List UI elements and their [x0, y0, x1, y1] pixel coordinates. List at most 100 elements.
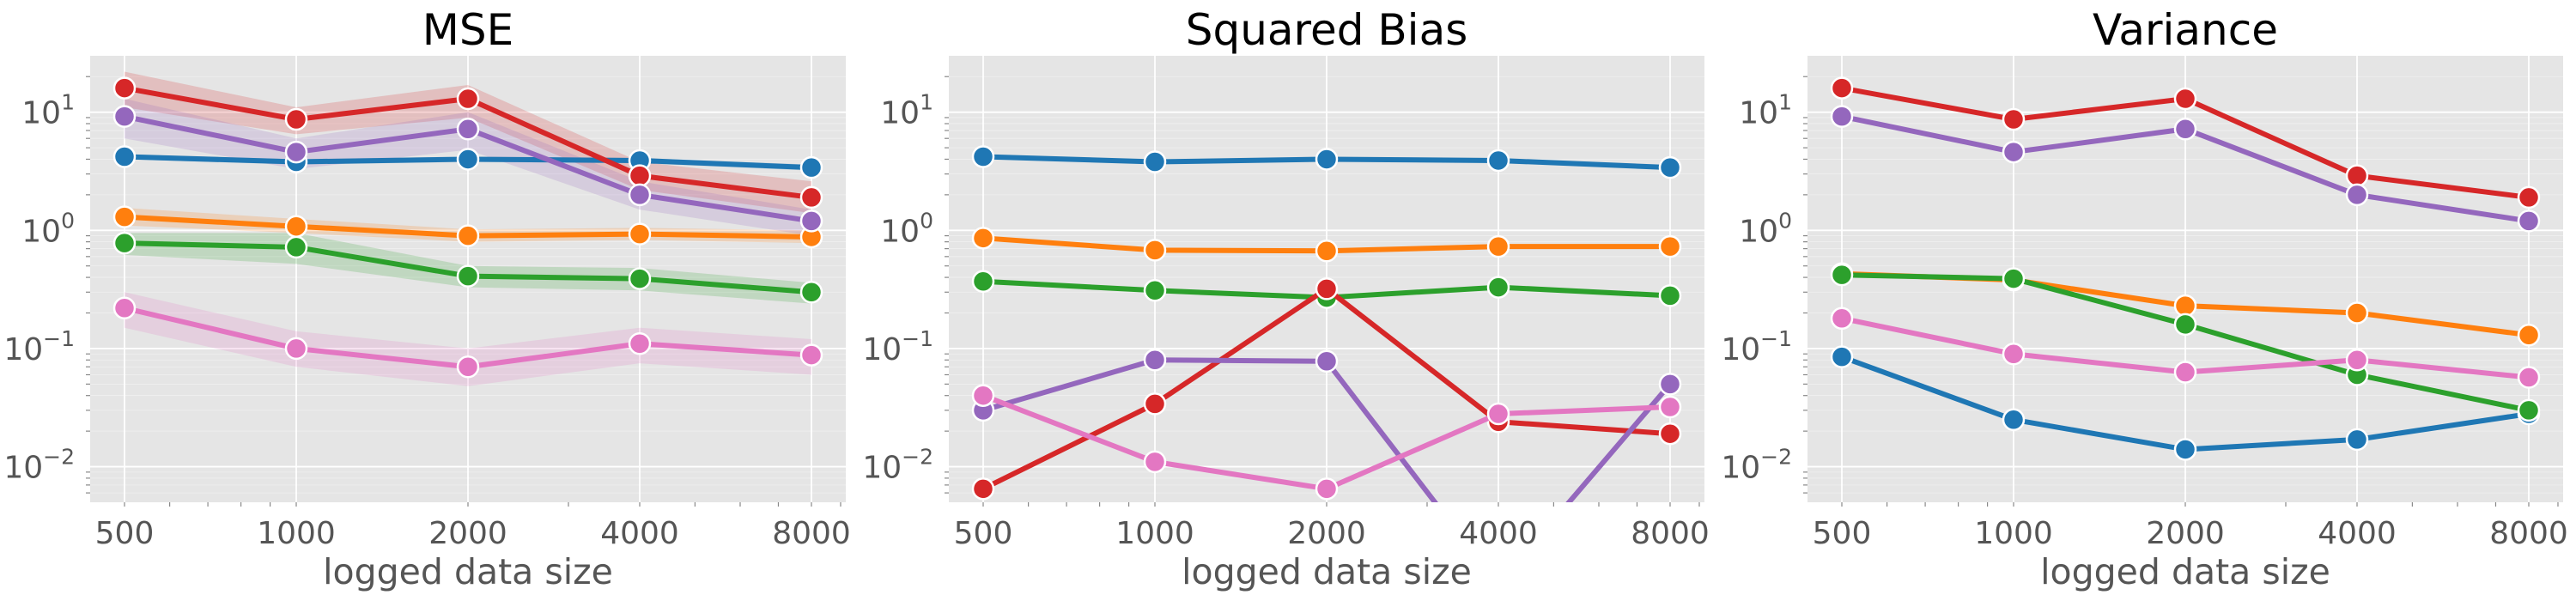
- data-point: [1658, 373, 1682, 396]
- data-point: [284, 107, 308, 131]
- y-tick-label: 10−1: [862, 326, 933, 367]
- data-point: [2002, 140, 2026, 164]
- y-tick-labels-squared-bias: 10−2 10−1 100 101: [862, 90, 933, 486]
- data-point: [1658, 395, 1682, 419]
- data-point: [1830, 307, 1854, 331]
- data-point: [1488, 574, 1509, 595]
- confidence-band: [125, 292, 811, 386]
- gridlines-variance: [1807, 56, 2563, 502]
- tick-marks-mse: [86, 76, 841, 507]
- data-point: [971, 384, 995, 407]
- data-point: [971, 227, 995, 250]
- data-point: [799, 185, 823, 209]
- y-tick-label: 10−2: [862, 445, 933, 486]
- x-tick-label: 2000: [1287, 516, 1366, 551]
- data-point: [112, 105, 137, 128]
- data-point: [971, 145, 995, 168]
- data-point: [628, 164, 652, 187]
- x-tick-label: 4000: [600, 516, 679, 551]
- data-point: [2173, 313, 2197, 337]
- data-point: [628, 267, 652, 290]
- y-tick-label: 101: [1739, 90, 1792, 131]
- data-point: [112, 76, 137, 100]
- y-tick-labels-variance: 10−2 10−1 100 101: [1721, 90, 1792, 486]
- y-tick-label: 10−1: [1721, 326, 1792, 367]
- data-point: [1315, 239, 1339, 263]
- data-point: [1830, 345, 1854, 368]
- y-tick-label: 100: [1739, 208, 1792, 249]
- x-tick-label: 2000: [428, 516, 507, 551]
- data-point: [456, 224, 480, 247]
- data-point: [1658, 155, 1682, 179]
- data-point: [1830, 263, 1854, 287]
- x-tick-labels-squared-bias: 500 1000 2000 4000 8000: [954, 516, 1710, 551]
- data-point: [2002, 267, 2026, 290]
- x-axis-label-variance: logged data size: [2040, 551, 2330, 592]
- data-point: [112, 231, 137, 255]
- series-group-variance: [1830, 76, 2541, 461]
- data-point: [2173, 118, 2197, 141]
- y-tick-label: 101: [880, 90, 933, 131]
- data-point: [2345, 183, 2369, 207]
- x-tick-label: 8000: [1631, 516, 1710, 551]
- x-tick-label: 1000: [257, 516, 336, 551]
- data-point: [456, 148, 480, 171]
- data-point: [112, 205, 137, 228]
- data-point: [971, 477, 995, 501]
- chart-title-mse: MSE: [422, 5, 513, 55]
- y-tick-label: 100: [21, 208, 75, 249]
- data-point: [2173, 361, 2197, 384]
- data-point: [1143, 239, 1167, 262]
- x-tick-labels-mse: 500 1000 2000 4000 8000: [95, 516, 851, 551]
- panel-squared-bias: 10−2 10−1 100 101 500 1000 2000 4000 8000 Squared…: [862, 5, 1710, 595]
- data-point: [628, 183, 652, 207]
- y-tick-label: 10−2: [1721, 445, 1792, 486]
- data-point: [1486, 234, 1510, 258]
- data-point: [1486, 276, 1510, 299]
- data-point: [971, 270, 995, 293]
- data-point: [456, 87, 480, 111]
- data-point: [2517, 209, 2541, 233]
- data-point: [1315, 477, 1339, 501]
- panel-mse: 10−2 10−1 100 101 500 1000 2000 4000 8000 MSE logg…: [3, 5, 850, 592]
- chart-title-variance: Variance: [2093, 5, 2278, 55]
- data-point: [1143, 392, 1167, 416]
- data-point: [2517, 366, 2541, 389]
- data-point: [284, 140, 308, 164]
- x-axis-label-mse: logged data size: [323, 551, 613, 592]
- data-point: [2002, 342, 2026, 366]
- x-tick-label: 8000: [772, 516, 851, 551]
- data-point: [2345, 428, 2369, 452]
- data-point: [799, 281, 823, 304]
- data-point: [2002, 107, 2026, 131]
- data-point: [628, 331, 652, 355]
- data-point: [2345, 301, 2369, 325]
- tick-marks-variance: [1803, 76, 2559, 507]
- x-tick-label: 8000: [2489, 516, 2568, 551]
- data-point: [2173, 294, 2197, 318]
- y-tick-label: 101: [21, 90, 75, 131]
- data-point: [1143, 279, 1167, 302]
- data-point: [799, 155, 823, 179]
- data-point: [284, 215, 308, 238]
- data-point: [1315, 349, 1339, 373]
- x-tick-label: 2000: [2146, 516, 2225, 551]
- data-point: [284, 235, 308, 259]
- x-tick-label: 500: [1813, 516, 1872, 551]
- x-axis-label-squared-bias: logged data size: [1182, 551, 1472, 592]
- data-point: [1143, 150, 1167, 173]
- x-tick-labels-variance: 500 1000 2000 4000 8000: [1813, 516, 2568, 551]
- data-point: [799, 209, 823, 233]
- data-point: [799, 343, 823, 367]
- data-point: [2517, 324, 2541, 347]
- x-tick-label: 1000: [1974, 516, 2053, 551]
- series-group-mse: [112, 71, 823, 386]
- data-point: [284, 337, 308, 361]
- x-tick-label: 500: [954, 516, 1013, 551]
- data-point: [456, 355, 480, 379]
- data-point: [1658, 422, 1682, 446]
- panel-variance: 10−2 10−1 100 101 500 1000 2000 4000 8000 Varianc…: [1721, 5, 2567, 592]
- x-tick-label: 4000: [2318, 516, 2397, 551]
- data-point: [456, 264, 480, 288]
